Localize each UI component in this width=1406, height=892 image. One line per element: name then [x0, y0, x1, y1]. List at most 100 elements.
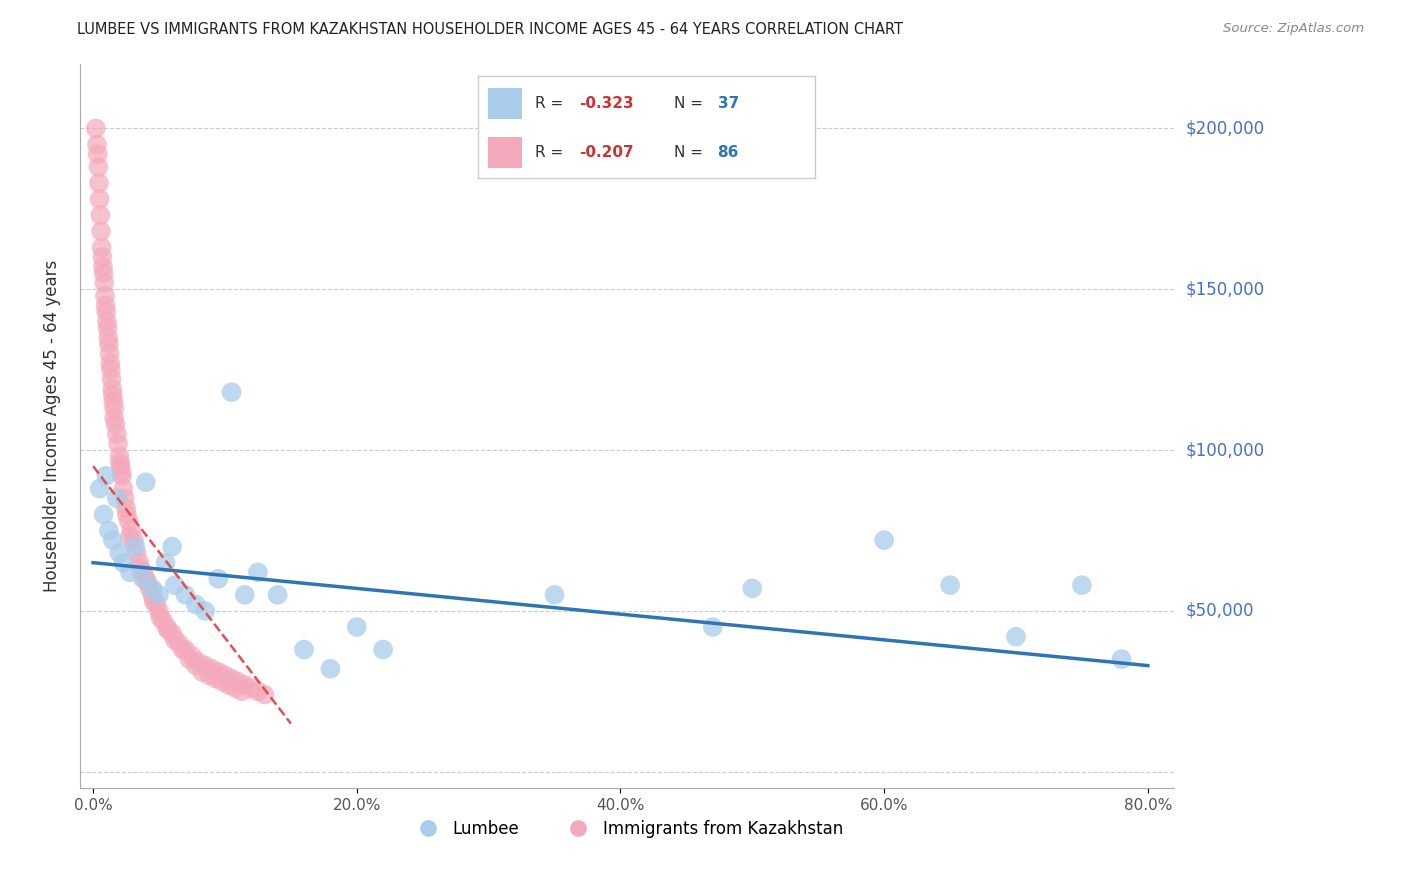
Point [110, 466, 132, 480]
Point [90, 224, 112, 238]
Point [194, 658, 217, 673]
Text: 86: 86 [717, 145, 740, 161]
Legend: Lumbee, Immigrants from Kazakhstan: Lumbee, Immigrants from Kazakhstan [405, 814, 849, 845]
Point [221, 385, 243, 400]
Point [108, 546, 131, 560]
Point [112, 482, 135, 496]
Point [111, 468, 134, 483]
Point [84, 121, 107, 136]
Point [93, 508, 115, 522]
Point [135, 572, 157, 586]
Point [156, 620, 179, 634]
Point [110, 459, 132, 474]
Point [96, 314, 118, 328]
Point [148, 588, 170, 602]
Point [266, 588, 288, 602]
Point [91, 250, 114, 264]
Point [114, 491, 136, 506]
Text: R =: R = [536, 96, 568, 111]
Point [179, 652, 201, 666]
Point [128, 556, 150, 570]
Text: Source: ZipAtlas.com: Source: ZipAtlas.com [1223, 22, 1364, 36]
Point [118, 530, 141, 544]
Point [104, 417, 127, 432]
Point [100, 362, 122, 376]
Point [86, 137, 108, 152]
Point [89, 482, 111, 496]
Point [184, 658, 207, 673]
Point [136, 574, 159, 589]
Point [224, 681, 246, 695]
Text: -0.207: -0.207 [579, 145, 634, 161]
Text: $200,000: $200,000 [1185, 120, 1264, 137]
Text: $150,000: $150,000 [1185, 280, 1264, 298]
Point [107, 436, 129, 450]
Point [157, 624, 180, 638]
Point [142, 594, 165, 608]
Text: R =: R = [536, 145, 568, 161]
Point [96, 304, 118, 318]
Point [118, 566, 141, 580]
Point [90, 240, 112, 254]
Point [129, 562, 152, 576]
Point [98, 346, 121, 360]
Point [94, 288, 117, 302]
Point [233, 678, 256, 692]
Point [149, 610, 172, 624]
Point [96, 468, 118, 483]
FancyBboxPatch shape [488, 137, 522, 168]
Point [87, 160, 110, 174]
Point [89, 192, 111, 206]
Point [167, 636, 190, 650]
Point [141, 588, 163, 602]
Point [141, 582, 163, 596]
Point [181, 648, 204, 663]
Point [226, 674, 249, 689]
Point [702, 620, 724, 634]
Point [115, 508, 138, 522]
Point [152, 614, 174, 628]
Point [91, 260, 114, 274]
Point [240, 681, 263, 695]
Point [246, 684, 269, 698]
Point [371, 642, 394, 657]
Point [122, 533, 145, 548]
Point [135, 475, 157, 490]
Point [191, 665, 214, 679]
Point [1005, 630, 1028, 644]
Point [246, 566, 269, 580]
Point [96, 321, 118, 335]
Point [132, 566, 155, 580]
Point [93, 276, 115, 290]
Point [93, 266, 115, 280]
Point [120, 524, 142, 538]
Point [139, 582, 162, 596]
Point [1071, 578, 1094, 592]
Point [97, 337, 120, 351]
Point [101, 382, 124, 396]
Point [198, 668, 221, 682]
Point [741, 582, 763, 596]
Point [97, 524, 120, 538]
Point [98, 356, 121, 370]
Point [253, 688, 276, 702]
Point [105, 427, 128, 442]
Text: -0.323: -0.323 [579, 96, 634, 111]
Point [292, 642, 315, 657]
Point [160, 540, 183, 554]
Point [1111, 652, 1133, 666]
Point [100, 372, 122, 386]
Point [221, 672, 243, 686]
Point [211, 674, 233, 689]
Point [174, 588, 197, 602]
Point [115, 500, 138, 515]
Point [231, 684, 253, 698]
Point [174, 642, 197, 657]
Point [163, 578, 186, 592]
Point [108, 450, 131, 464]
Point [105, 491, 128, 506]
Point [204, 672, 226, 686]
Point [97, 330, 120, 344]
Text: $100,000: $100,000 [1185, 441, 1264, 459]
Point [218, 678, 240, 692]
